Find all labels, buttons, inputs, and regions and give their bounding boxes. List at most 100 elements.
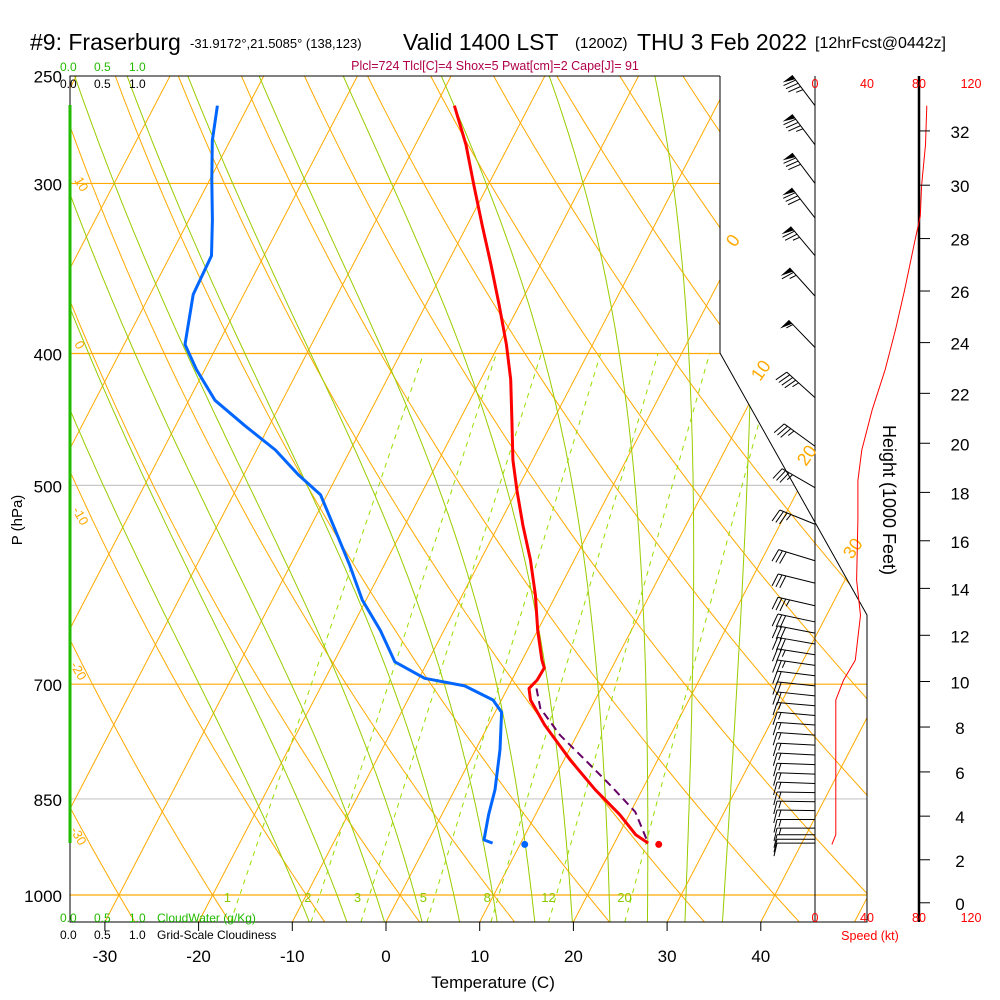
moist-adiabat (651, 76, 695, 922)
cloud-water-tick: 1.0 (129, 911, 146, 925)
height-tick-label: 20 (951, 435, 970, 454)
barb-full (778, 374, 791, 383)
barb-staff (777, 681, 816, 687)
height-tick-label: 18 (951, 484, 970, 503)
barb-full (776, 682, 782, 696)
mixing-ratio-line (624, 353, 778, 922)
speed-tick-label-bottom: 0 (812, 911, 819, 925)
thermo-grid: 1 2 3 5 8 12 20 (70, 76, 867, 922)
mixing-ratio-label: 12 (541, 890, 555, 905)
barb-full (772, 691, 778, 705)
dry-adiabat (70, 76, 422, 922)
wind-barb (772, 721, 816, 736)
barb-full (772, 468, 783, 479)
wind-barb (773, 818, 815, 833)
mixing-ratio-label: 1 (224, 890, 231, 905)
barb-staff (779, 509, 816, 525)
barb-full (781, 271, 794, 280)
cloud-water-tick: 0.0 (60, 60, 77, 74)
speed-tick-label-bottom: 80 (912, 911, 926, 925)
y-axis-title: P (hPa) (9, 495, 26, 546)
height-tick-label: 12 (951, 627, 970, 646)
barb-full (779, 551, 787, 564)
header: #9: Fraserburg -31.9172°,21.5085° (138,1… (30, 29, 946, 55)
barb-full (771, 613, 779, 627)
barb-half (792, 382, 799, 388)
barb-half (778, 702, 782, 710)
height-tick-label: 28 (951, 231, 970, 250)
dewpoint-trace (183, 105, 504, 845)
barb-full (780, 428, 792, 438)
barb-staff (777, 781, 816, 784)
barb-full (773, 772, 778, 786)
barb-full (773, 791, 778, 806)
x-tick-label: 20 (564, 947, 583, 966)
barb-staff (791, 114, 816, 146)
barb-full (772, 742, 778, 757)
isotherm (385, 76, 827, 922)
pressure-tick-label: 850 (34, 791, 62, 810)
barb-staff (791, 152, 816, 184)
dry-adiabat (556, 76, 867, 922)
moist-adiabat (544, 76, 649, 922)
barb-staff (776, 809, 816, 812)
barb-half (778, 782, 782, 790)
barb-staff (777, 772, 816, 775)
barb-full (771, 637, 779, 650)
barb-half (778, 743, 782, 751)
barb-full (775, 649, 782, 663)
cloud-cover-tick: 1.0 (129, 77, 146, 91)
barb-full (773, 843, 778, 857)
plot-frame (68, 75, 921, 923)
wind-barb (773, 838, 815, 853)
barb-half (785, 599, 791, 607)
barb-half (795, 89, 804, 93)
barb-staff (778, 549, 816, 562)
mixing-ratio-line (490, 353, 659, 922)
barb-full (785, 160, 799, 167)
isotherm (479, 76, 867, 922)
barb-full (784, 233, 798, 241)
cloud-cover-tick: 0.0 (60, 77, 77, 91)
barb-half (778, 809, 782, 818)
wind-barb (772, 701, 816, 716)
speed-tick-label-bottom: 40 (860, 911, 874, 925)
height-axis-title: Height (1000 Feet) (879, 425, 899, 575)
barb-full (788, 86, 801, 93)
wind-barb (772, 752, 816, 766)
dry-adiabat-label: 10 (71, 174, 91, 194)
wind-barb (780, 267, 816, 297)
isotherm (70, 76, 171, 922)
barb-full (772, 732, 778, 746)
wind-barb (773, 772, 816, 786)
cloud-cover-tick: 0.0 (60, 928, 77, 942)
barb-full (772, 711, 778, 725)
barb-staff (777, 625, 816, 634)
barb-staff (781, 468, 816, 489)
wind-barb (771, 509, 816, 525)
parcel-trace (535, 688, 650, 844)
wind-barb (773, 423, 816, 447)
isotherm (198, 76, 640, 922)
barb-half (792, 236, 800, 241)
wind-barb (773, 842, 815, 857)
barb-full (771, 573, 779, 587)
moist-adiabat (182, 76, 498, 922)
moist-adiabat (70, 76, 423, 922)
barb-staff (786, 371, 816, 398)
barb-half (778, 752, 782, 761)
mixing-ratio-line (310, 353, 497, 922)
barb-staff (777, 596, 816, 607)
barb-full (772, 722, 778, 736)
mixing-ratio-label: 5 (420, 890, 427, 905)
barb-half (778, 722, 782, 730)
barb-staff (777, 659, 816, 666)
barb-staff (777, 752, 816, 756)
barb-full (779, 627, 787, 640)
isotherm (104, 76, 546, 922)
wind-barb (772, 731, 816, 746)
sounding-indices: Plcl=724 Tlcl[C]=4 Shox=5 Pwat[cm]=2 Cap… (351, 59, 639, 73)
wind-barb (773, 762, 816, 777)
wind-barb (782, 152, 816, 184)
